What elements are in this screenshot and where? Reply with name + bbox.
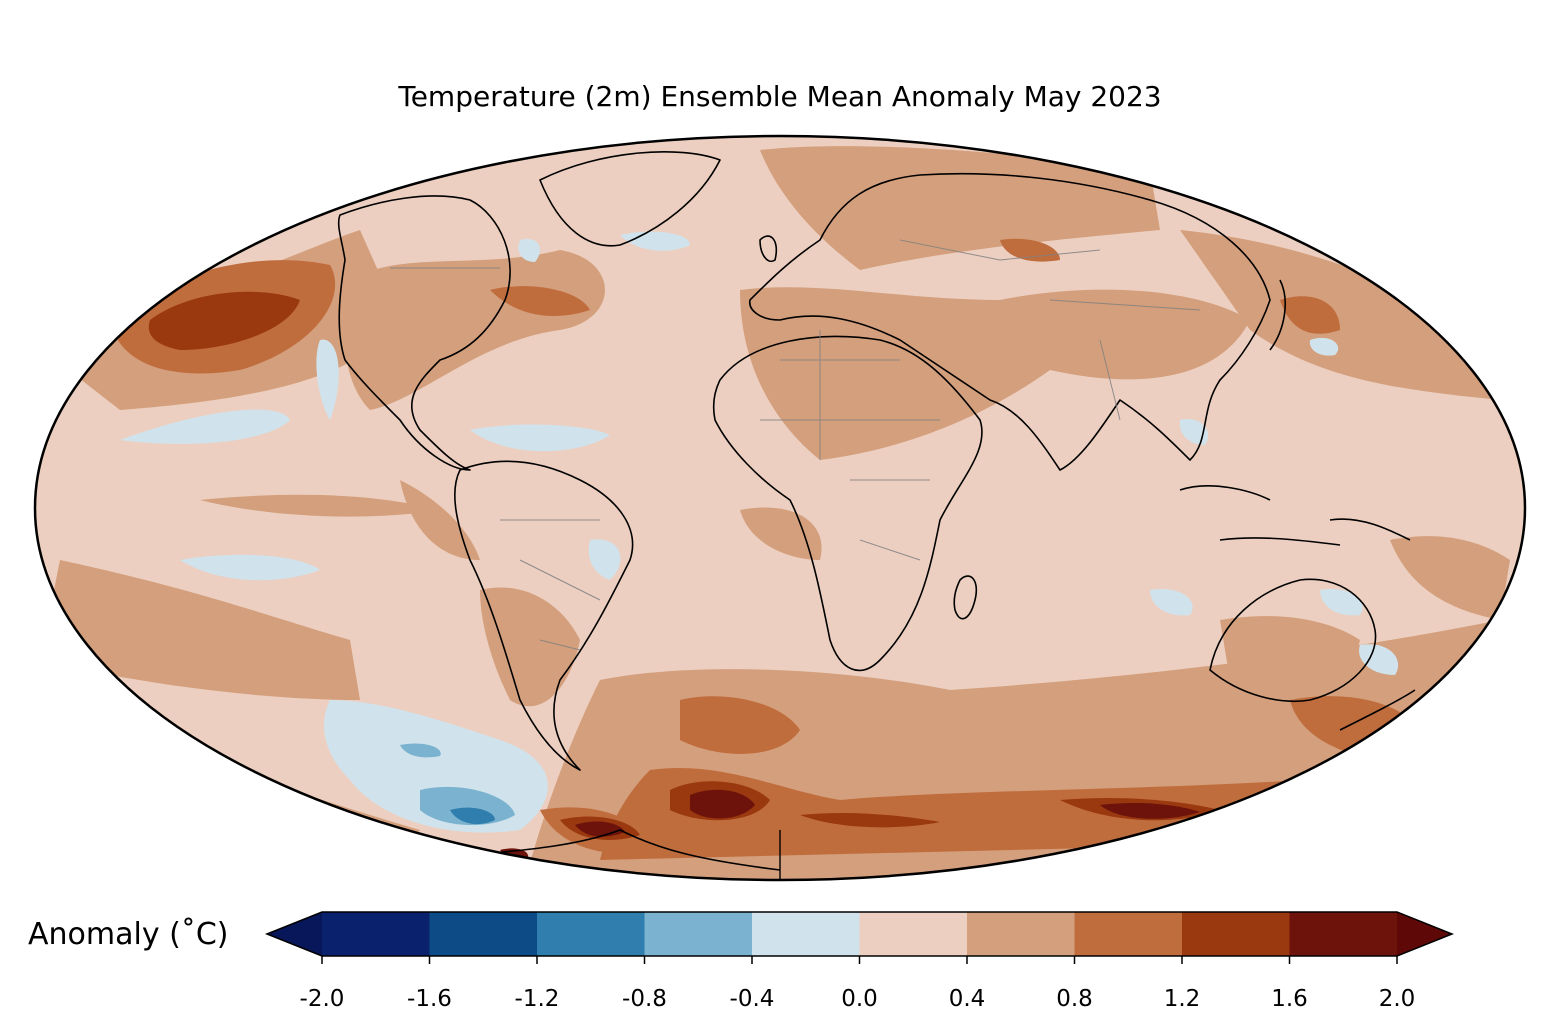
coastlines xyxy=(337,151,1416,871)
anomaly-neg-0.4-0 xyxy=(120,231,1399,833)
coast-new-zealand xyxy=(1339,689,1416,731)
anomaly-neg-1.2-0.8 xyxy=(450,807,495,825)
coast-japan xyxy=(1269,279,1286,351)
map-title: Temperature (2m) Ensemble Mean Anomaly M… xyxy=(398,80,1162,113)
coast-eurasia xyxy=(749,172,1271,471)
coast-greenland xyxy=(539,151,721,247)
colorbar-bin-9 xyxy=(1289,912,1398,956)
colorbar-tick-label: 2.0 xyxy=(1379,986,1416,1012)
colorbar-bin-8 xyxy=(1182,912,1290,956)
colorbar-bin-6 xyxy=(967,912,1075,956)
colorbar-tick-label: 0.8 xyxy=(1056,986,1093,1012)
colorbar-bin-5 xyxy=(859,912,968,956)
colorbar-tick-label: -2.0 xyxy=(300,986,345,1012)
colorbar-tick-label: -1.6 xyxy=(407,986,452,1012)
colorbar-bin-7 xyxy=(1074,912,1183,956)
colorbar-tick-label: 1.2 xyxy=(1164,986,1201,1012)
globe-outline xyxy=(33,134,1527,882)
colorbar-over-extension xyxy=(1397,912,1452,956)
coast-south-america xyxy=(454,460,634,771)
country-borders xyxy=(390,239,1201,651)
colorbar-bin-4 xyxy=(752,912,860,956)
colorbar-tick-label: -1.2 xyxy=(515,986,560,1012)
colorbar-bin-2 xyxy=(537,912,645,956)
coast-uk xyxy=(759,235,778,262)
colorbar-bin-0 xyxy=(322,912,430,956)
colorbar-label: Anomaly (˚C) xyxy=(28,917,229,952)
coast-africa xyxy=(712,335,983,672)
colorbar-tick-label: 0.4 xyxy=(949,986,986,1012)
coast-indonesia xyxy=(1179,485,1411,546)
colorbar-tick-label: -0.4 xyxy=(730,986,775,1012)
colorbar-tick-label: 1.6 xyxy=(1271,986,1308,1012)
coast-madagascar xyxy=(953,575,978,620)
colorbar-under-extension xyxy=(267,912,322,956)
coast-north-america xyxy=(337,195,511,471)
colorbar-bin-3 xyxy=(644,912,753,956)
colorbar: -2.0 -1.6 -1.2 -0.8 -0.4 0.0 0.4 0.8 1.2 1.6 2.0 xyxy=(264,911,1455,1012)
coast-antarctica xyxy=(469,829,781,871)
colorbar-tick-label: -0.8 xyxy=(622,986,667,1012)
colorbar-bin-1 xyxy=(429,912,538,956)
colorbar-tick-label: 0.0 xyxy=(841,986,878,1012)
anomaly-field xyxy=(35,136,1525,880)
coast-australia xyxy=(1209,578,1377,703)
